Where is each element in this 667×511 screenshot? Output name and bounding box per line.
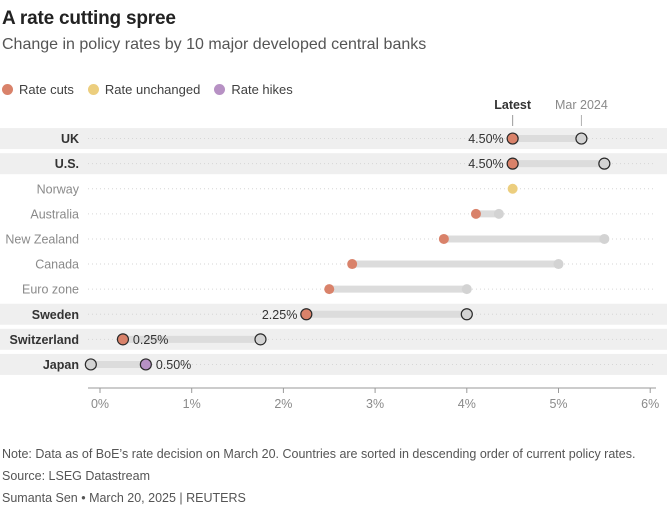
legend-label-rate-cuts: Rate cuts: [19, 82, 74, 97]
row-band-switzerland: [0, 328, 667, 350]
latest-rate-dot-uk: [506, 132, 519, 145]
legend-item-rate-cuts: Rate cuts: [2, 82, 74, 97]
country-label-uk: UK: [61, 132, 79, 146]
chart-byline: Sumanta Sen • March 20, 2025 | REUTERS: [2, 491, 246, 505]
legend-label-rate-unchanged: Rate unchanged: [104, 82, 201, 97]
x-tick-label: 5%: [549, 397, 567, 411]
legend-label-rate-hikes: Rate hikes: [231, 82, 293, 97]
value-label-switzerland: 0.25%: [133, 333, 168, 347]
latest-rate-dot-u-s: [506, 157, 519, 170]
previous-rate-dot-uk: [575, 132, 588, 145]
value-label-u-s: 4.50%: [468, 157, 503, 171]
x-tick-label: 3%: [366, 397, 384, 411]
latest-rate-dot-canada: [347, 259, 358, 270]
previous-rate-dot-switzerland: [254, 333, 267, 346]
latest-rate-dot-norway: [507, 183, 518, 194]
latest-rate-dot-new-zealand: [438, 233, 449, 244]
legend-item-rate-unchanged: Rate unchanged: [87, 82, 201, 97]
x-tick-label: 2%: [274, 397, 292, 411]
chart-note: Note: Data as of BoE’s rate decision on …: [2, 447, 636, 461]
country-label-sweden: Sweden: [32, 308, 79, 322]
latest-rate-dot-japan: [139, 358, 152, 371]
previous-rate-dot-australia: [493, 208, 504, 219]
chart-source: Source: LSEG Datastream: [2, 469, 150, 483]
previous-rate-dot-euro-zone: [461, 284, 472, 295]
country-label-japan: Japan: [43, 358, 79, 372]
rate-unchanged-swatch: [87, 84, 99, 95]
country-label-new-zealand: New Zealand: [5, 232, 79, 246]
x-tick-label: 0%: [91, 397, 109, 411]
country-label-canada: Canada: [35, 258, 79, 272]
dot-range-chart: Latest Mar 2024 UK 4.50% U.S. 4.50% Norway Aust…: [0, 98, 667, 411]
row-band-uk: [0, 128, 667, 150]
latest-rate-dot-australia: [470, 208, 481, 219]
rate-cuts-swatch: [2, 84, 13, 95]
value-label-uk: 4.50%: [468, 132, 503, 146]
previous-rate-dot-japan: [84, 358, 97, 371]
country-label-australia: Australia: [30, 207, 79, 221]
latest-rate-dot-switzerland: [116, 333, 130, 346]
header-previous: Mar 2024: [555, 98, 608, 112]
x-tick-label: 4%: [458, 397, 476, 411]
row-band-u-s: [0, 153, 667, 175]
x-tick-label: 6%: [641, 397, 659, 411]
country-label-u-s: U.S.: [55, 157, 79, 171]
legend-item-rate-hikes: Rate hikes: [214, 82, 293, 97]
row-band-japan: [0, 353, 667, 375]
previous-rate-dot-u-s: [598, 157, 611, 170]
chart-subtitle: Change in policy rates by 10 major devel…: [2, 36, 427, 53]
previous-rate-dot-new-zealand: [599, 233, 610, 244]
country-label-switzerland: Switzerland: [10, 333, 79, 347]
chart-title: A rate cutting spree: [2, 8, 176, 29]
previous-rate-dot-sweden: [460, 308, 473, 321]
value-label-sweden: 2.25%: [262, 308, 297, 322]
x-tick-label: 1%: [183, 397, 201, 411]
header-latest: Latest: [494, 98, 532, 112]
country-label-norway: Norway: [37, 182, 80, 196]
rate-hikes-swatch: [214, 84, 226, 95]
latest-rate-dot-euro-zone: [324, 284, 335, 295]
latest-rate-dot-sweden: [300, 308, 313, 321]
value-label-japan: 0.50%: [156, 358, 191, 372]
previous-rate-dot-canada: [553, 259, 564, 270]
country-label-euro-zone: Euro zone: [22, 283, 79, 297]
chart-legend: Rate cuts Rate unchanged Rate hikes: [2, 82, 293, 97]
